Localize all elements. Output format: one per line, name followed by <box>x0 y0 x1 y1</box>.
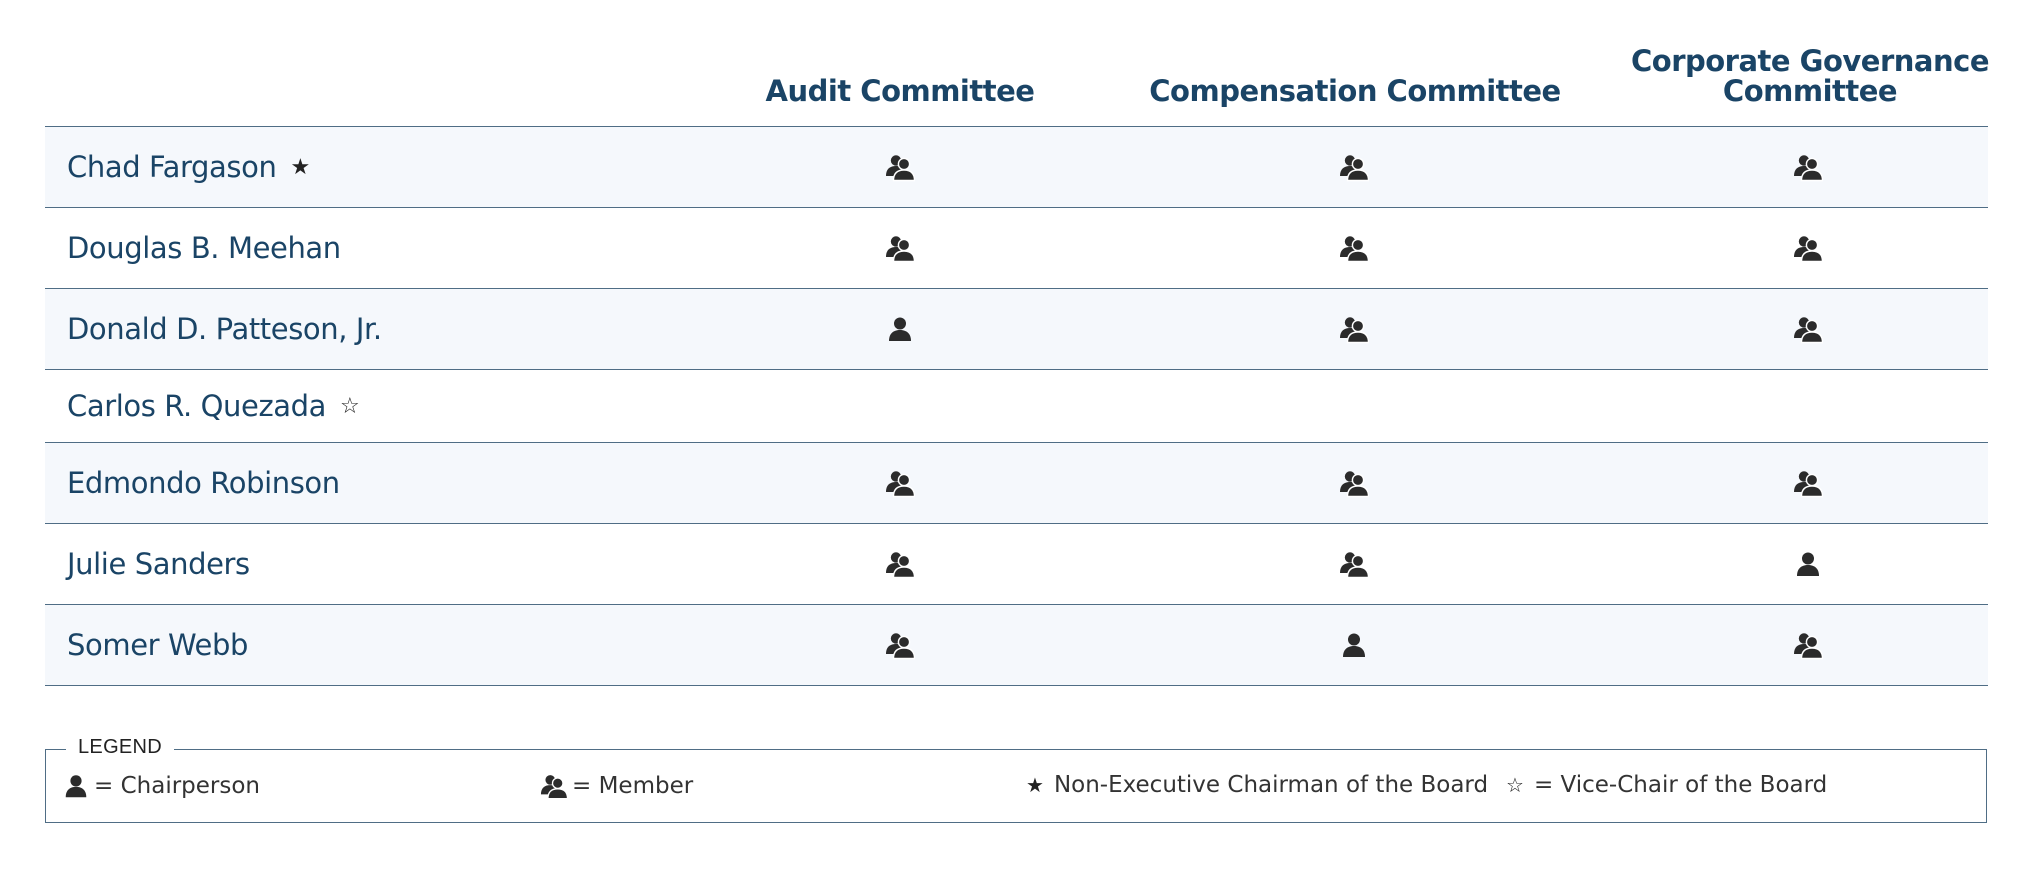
committee-cell <box>885 152 915 182</box>
column-header-line-1: Corporate Governance <box>1630 44 1990 78</box>
committee-cell <box>1793 468 1823 498</box>
committee-cell <box>1339 630 1369 660</box>
committee-table: Audit Committee Compensation Committee C… <box>45 0 1990 686</box>
member-name-text: Carlos R. Quezada <box>67 389 327 423</box>
people-icon <box>885 549 915 579</box>
star-filled-icon: ★ <box>1026 773 1044 797</box>
column-header-compensation: Compensation Committee <box>1149 74 1561 108</box>
legend-nonexec-label: Non-Executive Chairman of the Board <box>1053 772 1489 798</box>
member-name: Donald D. Patteson, Jr. <box>67 312 382 346</box>
table-row: Somer Webb <box>45 605 1988 686</box>
member-name: Chad Fargason ★ <box>67 150 310 184</box>
legend-chairperson: = Chairperson <box>62 772 260 800</box>
committee-cell <box>1793 233 1823 263</box>
people-icon <box>1339 468 1369 498</box>
legend-vice-label: = Vice-Chair of the Board <box>1533 772 1828 798</box>
people-icon <box>885 630 915 660</box>
legend-box: LEGEND = Chairperson = Member ★ Non-Exec… <box>45 736 1987 823</box>
legend-member-label: = Member <box>572 773 694 799</box>
table-row: Chad Fargason ★ <box>45 127 1988 208</box>
people-icon <box>1339 233 1369 263</box>
committee-cell <box>1339 468 1369 498</box>
people-icon <box>540 772 568 800</box>
star-outline-icon: ☆ <box>1506 773 1524 797</box>
star-outline-icon: ☆ <box>340 393 360 419</box>
column-header-corporate-governance: Corporate Governance Committee <box>1580 46 2029 106</box>
committee-cell <box>1793 314 1823 344</box>
column-header-line-2: Committee <box>1722 74 1898 108</box>
column-header-audit: Audit Committee <box>765 74 1035 108</box>
table-row: Julie Sanders <box>45 524 1988 605</box>
member-name-text: Edmondo Robinson <box>67 466 340 500</box>
table-row: Douglas B. Meehan <box>45 208 1988 289</box>
committee-cell <box>1339 314 1369 344</box>
people-icon <box>1339 152 1369 182</box>
person-icon <box>1793 549 1823 579</box>
person-icon <box>885 314 915 344</box>
committee-cell <box>885 468 915 498</box>
legend-member: = Member <box>540 772 693 800</box>
committee-cell <box>1793 630 1823 660</box>
committee-cell <box>1339 152 1369 182</box>
member-name-text: Julie Sanders <box>67 547 250 581</box>
table-row: Donald D. Patteson, Jr. <box>45 289 1988 370</box>
people-icon <box>885 233 915 263</box>
table-row: Carlos R. Quezada ☆ <box>45 370 1988 443</box>
committee-cell <box>1793 152 1823 182</box>
star-filled-icon: ★ <box>290 154 310 180</box>
people-icon <box>885 152 915 182</box>
committee-cell <box>1339 233 1369 263</box>
member-name-text: Chad Fargason <box>67 150 277 184</box>
committee-cell <box>885 549 915 579</box>
legend-title: LEGEND <box>66 736 175 759</box>
people-icon <box>1339 314 1369 344</box>
member-name-text: Somer Webb <box>67 628 249 662</box>
member-name: Carlos R. Quezada ☆ <box>67 389 360 423</box>
committee-cell <box>1339 549 1369 579</box>
people-icon <box>1793 468 1823 498</box>
people-icon <box>1793 152 1823 182</box>
legend-nonexec-chairman: ★ Non-Executive Chairman of the Board <box>1026 772 1488 798</box>
member-name: Somer Webb <box>67 628 248 662</box>
legend-chairperson-label: = Chairperson <box>94 773 260 799</box>
table-row: Edmondo Robinson <box>45 443 1988 524</box>
member-name-text: Donald D. Patteson, Jr. <box>67 312 382 346</box>
people-icon <box>885 468 915 498</box>
people-icon <box>1339 549 1369 579</box>
member-name: Julie Sanders <box>67 547 250 581</box>
committee-cell <box>885 630 915 660</box>
legend-vice-chair: ☆ = Vice-Chair of the Board <box>1506 772 1827 798</box>
committee-cell <box>1793 549 1823 579</box>
person-icon <box>1339 630 1369 660</box>
member-name: Douglas B. Meehan <box>67 231 341 265</box>
people-icon <box>1793 233 1823 263</box>
committee-cell <box>885 314 915 344</box>
committee-cell <box>885 233 915 263</box>
people-icon <box>1793 630 1823 660</box>
table-header: Audit Committee Compensation Committee C… <box>45 0 1990 127</box>
member-name: Edmondo Robinson <box>67 466 340 500</box>
people-icon <box>1793 314 1823 344</box>
member-name-text: Douglas B. Meehan <box>67 231 341 265</box>
person-icon <box>62 772 90 800</box>
